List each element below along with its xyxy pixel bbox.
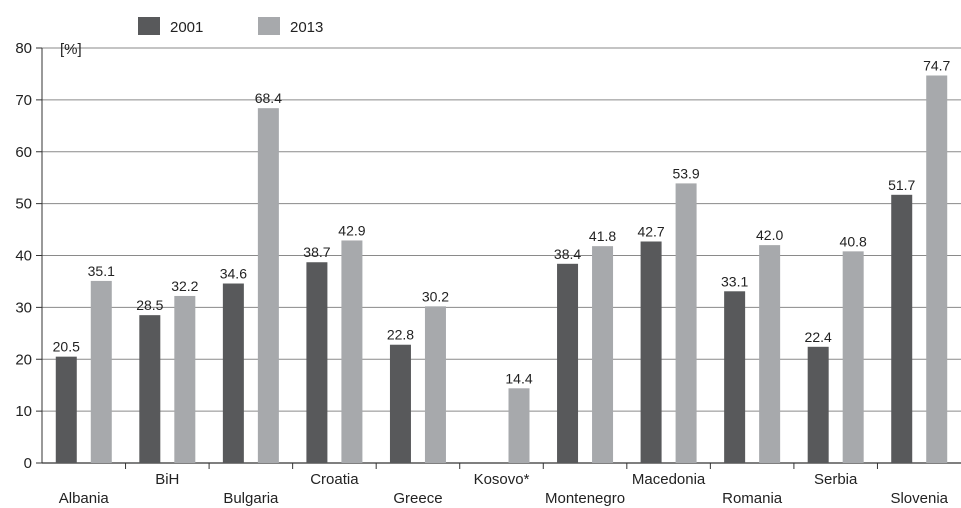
y-tick-label: 10 [15,403,32,420]
y-tick-label: 80 [15,40,32,57]
value-label: 33.1 [721,273,748,289]
bar-2001-BiH [139,315,161,463]
bar-2001-Serbia [807,346,829,463]
bar-2001-Albania [55,356,77,463]
category-label: Albania [59,490,110,507]
value-label: 38.7 [303,244,330,260]
value-label: 42.7 [637,223,664,239]
y-tick-label: 50 [15,196,32,213]
category-label: Bulgaria [223,490,279,507]
category-label: Croatia [310,471,359,488]
value-label: 68.4 [255,90,282,106]
bar-2013-Bulgaria [257,108,279,464]
legend: 2001 2013 [138,17,323,36]
value-label: 35.1 [88,263,115,279]
legend-swatch-2013 [258,17,280,35]
value-label: 53.9 [672,165,699,181]
bar-2001-Montenegro [557,263,579,463]
bar-2013-Greece [424,306,446,463]
bar-2013-Slovenia [926,75,948,464]
bar-2013-Macedonia [675,183,697,464]
legend-label-2013: 2013 [290,19,323,36]
category-label: Slovenia [890,490,948,507]
y-tick-label: 60 [15,144,32,161]
category-label: BiH [155,471,179,488]
bar-2013-Kosovo* [508,388,530,463]
legend-swatch-2001 [138,17,160,35]
y-tick-label: 30 [15,299,32,316]
bar-2001-Romania [724,291,746,463]
bars [55,75,948,464]
legend-label-2001: 2001 [170,19,203,36]
y-unit-label: [%] [60,41,82,58]
category-label: Greece [393,490,442,507]
bar-2013-BiH [174,295,196,463]
value-label: 38.4 [554,246,581,262]
category-label: Macedonia [632,471,706,488]
value-label: 14.4 [505,370,532,386]
y-tick-label: 70 [15,92,32,109]
value-label: 74.7 [923,57,950,73]
category-label: Kosovo* [474,471,530,488]
value-label: 41.8 [589,228,616,244]
value-label: 42.0 [756,227,783,243]
bar-2013-Albania [90,280,112,463]
value-label: 30.2 [422,288,449,304]
value-label: 32.2 [171,278,198,294]
bar-2013-Romania [759,245,781,463]
value-label: 40.8 [840,233,867,249]
value-label: 34.6 [220,266,247,282]
bar-2013-Serbia [842,251,864,463]
value-label: 20.5 [53,339,80,355]
category-label: Serbia [814,471,858,488]
value-label: 22.8 [387,327,414,343]
labels: 20.5 35.1 Albania 28.5 32.2 BiH 34.6 68.4 Bulgar… [53,57,951,507]
bar-2001-Bulgaria [222,283,244,463]
bar-2001-Greece [389,344,411,463]
value-label: 28.5 [136,297,163,313]
category-label: Romania [722,490,783,507]
bar-2001-Slovenia [891,194,913,463]
value-label: 51.7 [888,177,915,193]
bar-2001-Croatia [306,262,328,463]
value-label: 22.4 [805,329,832,345]
bar-2013-Croatia [341,240,363,463]
y-tick-label: 40 [15,248,32,265]
y-tick-label: 0 [24,455,32,472]
bar-2013-Montenegro [592,246,614,463]
category-label: Montenegro [545,490,625,507]
value-label: 42.9 [338,222,365,238]
bar-2001-Macedonia [640,241,662,463]
y-tick-label: 20 [15,351,32,368]
